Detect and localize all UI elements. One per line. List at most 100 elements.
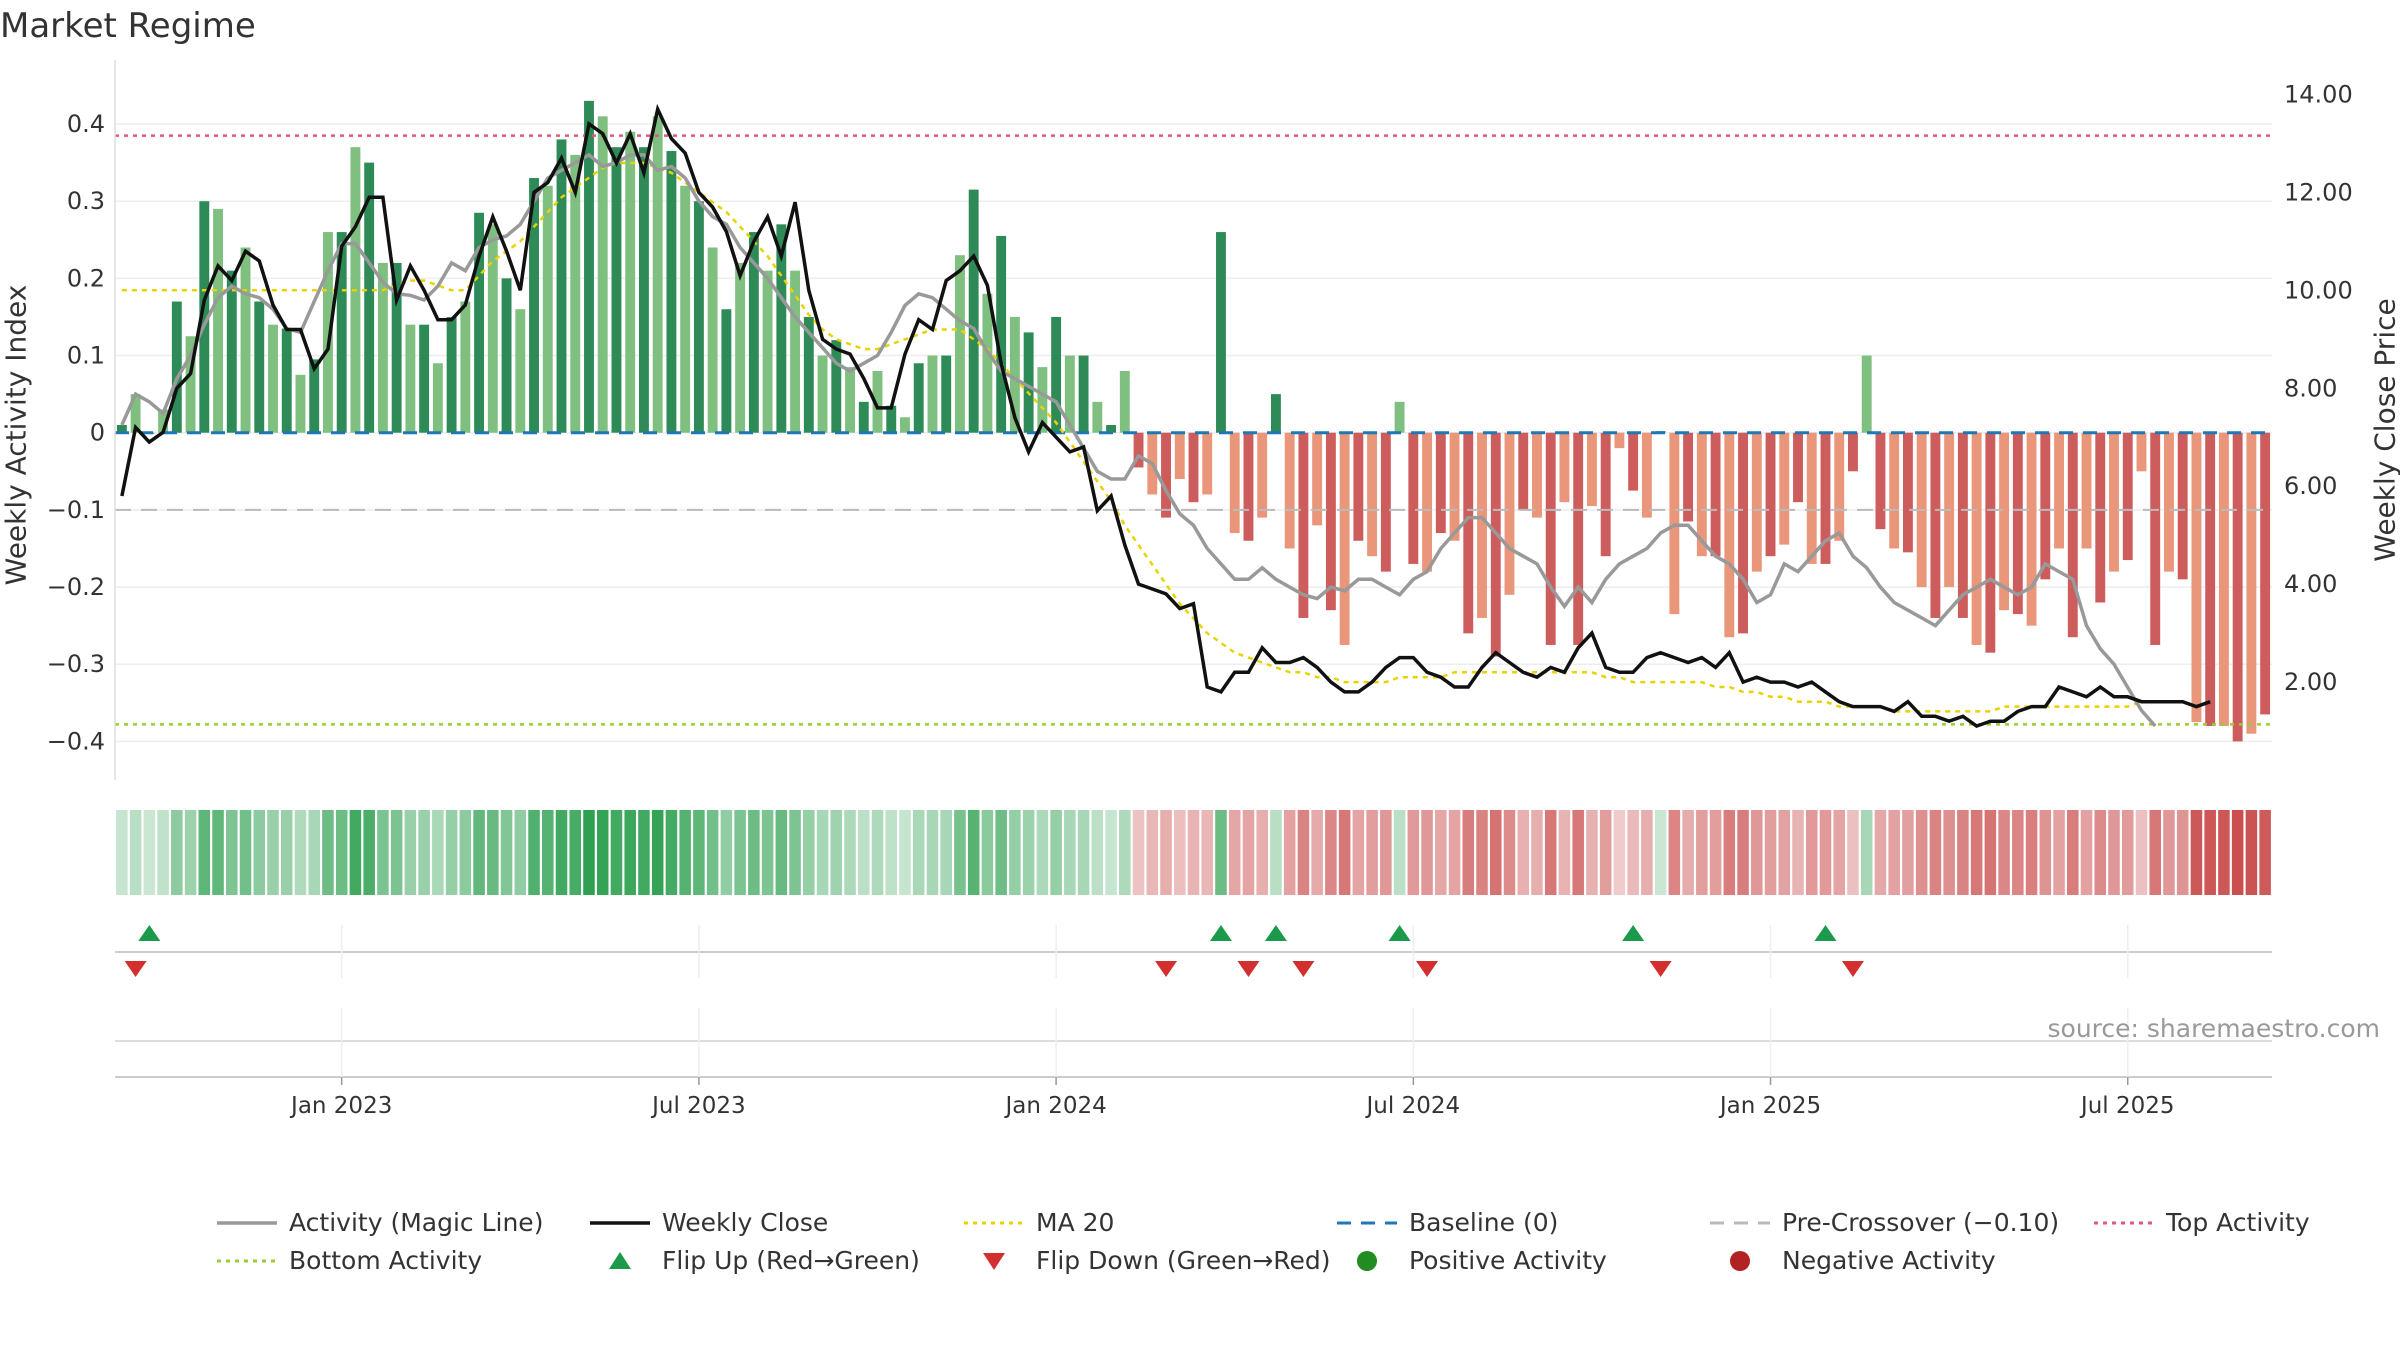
flip-down-marker: [1841, 961, 1864, 977]
activity-bar: [1380, 432, 1391, 572]
y-tick-label-left: 0.1: [67, 342, 105, 370]
legend-swatch-icon: [1337, 1221, 1397, 1224]
regime-cell: [1544, 810, 1557, 895]
y-tick-label-right: 10.00: [2284, 276, 2353, 304]
activity-bar: [954, 255, 965, 433]
activity-bar: [858, 401, 869, 433]
activity-bar: [295, 374, 306, 433]
activity-bar: [652, 116, 663, 433]
activity-bar: [419, 324, 430, 433]
activity-bar: [680, 185, 691, 433]
regime-cell: [445, 810, 458, 895]
activity-bar: [831, 340, 842, 433]
regime-cell: [1215, 810, 1227, 895]
activity-bar: [1367, 432, 1378, 557]
regime-cell: [1421, 810, 1433, 895]
regime-cell: [1091, 810, 1104, 895]
regime-cell: [459, 810, 472, 895]
legend-swatch-icon: [1357, 1250, 1377, 1271]
regime-cell: [2176, 810, 2189, 895]
activity-bar: [1435, 432, 1446, 534]
activity-bar: [1490, 432, 1501, 657]
activity-bar: [941, 355, 952, 433]
regime-cell: [1283, 810, 1296, 895]
legend-swatch-icon: [2094, 1221, 2154, 1224]
regime-cell: [665, 810, 678, 895]
activity-bar: [1504, 432, 1515, 595]
legend-item: Flip Down (Green→Red): [962, 1246, 1331, 1275]
activity-bar: [638, 147, 649, 433]
regime-cell: [844, 810, 856, 895]
activity-bar: [1834, 432, 1845, 541]
regime-cell: [583, 810, 595, 895]
regime-cell: [322, 810, 334, 895]
regime-cell: [1723, 810, 1736, 895]
activity-bar: [487, 224, 498, 433]
legend-item: Bottom Activity: [215, 1246, 482, 1275]
activity-bar: [570, 154, 581, 433]
flip-down-marker: [1416, 961, 1439, 977]
y-tick-label-left: 0.2: [67, 264, 105, 292]
activity-bar: [913, 363, 924, 433]
regime-cell: [610, 810, 623, 895]
regime-cell: [912, 810, 925, 895]
activity-bar: [666, 151, 677, 433]
legend-label: Flip Down (Green→Red): [1036, 1246, 1331, 1275]
weekly-close-line: [120, 103, 2211, 729]
regime-cell: [1476, 810, 1488, 895]
regime-cell: [2149, 810, 2161, 895]
regime-cell: [679, 810, 691, 895]
activity-bar: [185, 336, 196, 433]
regime-cell: [542, 810, 554, 895]
x-axis: Jan 2023 Jul 2023 Jan 2024 Jul 2024 Jan 2025…: [115, 1008, 2272, 1119]
y-tick-label-left: −0.2: [47, 573, 105, 601]
activity-bar: [2260, 432, 2271, 715]
activity-bar: [1339, 432, 1350, 645]
regime-cell: [651, 810, 664, 895]
legend-label: Top Activity: [2166, 1208, 2310, 1237]
regime-cell: [1572, 810, 1584, 895]
activity-bar: [1628, 432, 1639, 491]
x-tick-label: Jan 2023: [289, 1093, 392, 1119]
x-tick-label: Jan 2024: [1003, 1093, 1106, 1119]
regime-cell: [1915, 810, 1928, 895]
regime-cell: [1132, 810, 1145, 895]
activity-bar: [900, 417, 910, 433]
activity-bar: [1930, 432, 1941, 618]
activity-bar: [542, 185, 553, 433]
regime-heat-strip: [116, 810, 2271, 895]
activity-bar: [1216, 232, 1226, 433]
x-tick-label: Jul 2023: [650, 1093, 746, 1119]
regime-cell: [1256, 810, 1268, 895]
activity-bar: [1161, 432, 1171, 518]
activity-bar: [1408, 432, 1419, 564]
activity-bar: [1641, 432, 1652, 518]
legend-swatch-icon: [983, 1252, 1005, 1270]
activity-bar: [2122, 432, 2133, 561]
activity-bar: [1023, 332, 1034, 433]
regime-cell: [940, 810, 952, 895]
regime-cell: [761, 810, 774, 895]
activity-bar: [776, 224, 787, 433]
regime-cell: [308, 810, 320, 895]
activity-bar: [226, 270, 237, 433]
y-tick-label-right: 4.00: [2284, 570, 2337, 598]
activity-bar: [845, 367, 855, 433]
activity-bar: [2177, 432, 2188, 580]
regime-cell: [1737, 810, 1749, 895]
regime-cell: [569, 810, 582, 895]
activity-bar: [1106, 425, 1117, 433]
regime-cell: [1778, 810, 1791, 895]
activity-bar: [2109, 432, 2119, 572]
activity-bar: [515, 309, 526, 433]
regime-cell: [1311, 810, 1323, 895]
activity-bar: [1188, 432, 1199, 503]
regime-cell: [954, 810, 966, 895]
regime-cell: [1709, 810, 1722, 895]
activity-bar: [2191, 432, 2202, 723]
legend-item: MA 20: [962, 1208, 1114, 1237]
activity-bar: [1009, 316, 1020, 433]
legend-swatch-icon: [1730, 1250, 1750, 1271]
activity-bar: [762, 270, 773, 433]
regime-cell: [1531, 810, 1543, 895]
